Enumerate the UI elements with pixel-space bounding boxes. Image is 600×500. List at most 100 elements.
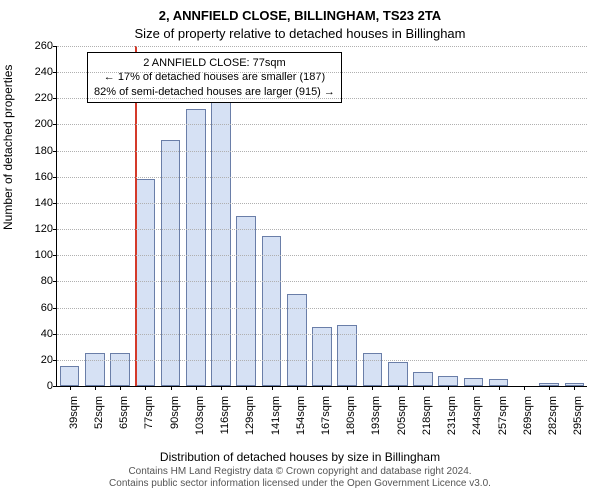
x-tick-label: 180sqm <box>345 396 357 435</box>
x-tick <box>196 386 197 390</box>
x-tick-label: 295sqm <box>572 396 584 435</box>
gridline <box>57 72 587 73</box>
x-tick <box>120 386 121 390</box>
annotation-line3: 82% of semi-detached houses are larger (… <box>94 85 335 99</box>
x-tick <box>297 386 298 390</box>
x-tick-label: 116sqm <box>219 396 231 434</box>
bar <box>60 366 80 386</box>
x-tick-label: 257sqm <box>497 396 509 435</box>
annotation-line1: 2 ANNFIELD CLOSE: 77sqm <box>94 56 335 70</box>
gridline <box>57 98 587 99</box>
copyright-line2: Contains public sector information licen… <box>109 478 491 489</box>
x-tick-label: 90sqm <box>169 396 181 429</box>
bar <box>363 353 383 386</box>
x-tick <box>171 386 172 390</box>
x-tick-label: 269sqm <box>522 396 534 435</box>
x-tick <box>347 386 348 390</box>
x-tick <box>473 386 474 390</box>
y-tick-label: 120 <box>25 223 53 235</box>
y-tick-label: 220 <box>25 92 53 104</box>
x-tick-label: 231sqm <box>446 396 458 435</box>
y-tick <box>53 281 57 282</box>
bar <box>464 378 484 386</box>
y-tick-label: 0 <box>25 380 53 392</box>
x-tick-label: 205sqm <box>396 396 408 435</box>
y-tick-label: 40 <box>25 328 53 340</box>
x-tick-label: 218sqm <box>421 396 433 435</box>
y-tick-label: 80 <box>25 275 53 287</box>
x-tick <box>145 386 146 390</box>
x-tick <box>322 386 323 390</box>
bar <box>413 372 433 386</box>
gridline <box>57 229 587 230</box>
gridline <box>57 308 587 309</box>
bar <box>135 179 155 386</box>
x-tick <box>95 386 96 390</box>
y-tick <box>53 255 57 256</box>
y-tick <box>53 72 57 73</box>
gridline <box>57 334 587 335</box>
bar <box>312 327 332 386</box>
gridline <box>57 281 587 282</box>
x-tick <box>448 386 449 390</box>
y-tick <box>53 177 57 178</box>
chart-title-line1: 2, ANNFIELD CLOSE, BILLINGHAM, TS23 2TA <box>0 8 600 23</box>
y-tick-label: 160 <box>25 171 53 183</box>
y-tick-label: 20 <box>25 354 53 366</box>
gridline <box>57 203 587 204</box>
x-tick <box>524 386 525 390</box>
x-tick <box>70 386 71 390</box>
y-tick <box>53 334 57 335</box>
x-tick-label: 193sqm <box>370 396 382 435</box>
x-tick <box>398 386 399 390</box>
y-tick <box>53 98 57 99</box>
bar <box>438 376 458 386</box>
x-tick-label: 52sqm <box>93 396 105 429</box>
y-tick <box>53 124 57 125</box>
x-tick <box>372 386 373 390</box>
y-tick-label: 180 <box>25 145 53 157</box>
y-tick-label: 240 <box>25 66 53 78</box>
gridline <box>57 124 587 125</box>
x-tick-label: 244sqm <box>471 396 483 435</box>
x-tick-label: 65sqm <box>118 396 130 429</box>
gridline <box>57 46 587 47</box>
x-tick <box>549 386 550 390</box>
y-tick <box>53 360 57 361</box>
chart-container: 2, ANNFIELD CLOSE, BILLINGHAM, TS23 2TA … <box>0 0 600 500</box>
gridline <box>57 151 587 152</box>
bar <box>110 353 130 386</box>
y-tick-label: 140 <box>25 197 53 209</box>
x-tick <box>246 386 247 390</box>
x-tick-label: 141sqm <box>270 396 282 435</box>
x-axis-label: Distribution of detached houses by size … <box>0 450 600 464</box>
plot-area: 2 ANNFIELD CLOSE: 77sqm ← 17% of detache… <box>56 46 587 387</box>
x-tick-label: 77sqm <box>143 396 155 429</box>
bar <box>262 236 282 386</box>
x-tick <box>499 386 500 390</box>
y-tick <box>53 308 57 309</box>
copyright-text: Contains HM Land Registry data © Crown c… <box>0 466 600 490</box>
x-tick <box>221 386 222 390</box>
y-tick-label: 260 <box>25 40 53 52</box>
x-tick-label: 282sqm <box>547 396 559 435</box>
y-tick-label: 60 <box>25 302 53 314</box>
copyright-line1: Contains HM Land Registry data © Crown c… <box>128 466 471 477</box>
bar <box>211 101 231 386</box>
chart-title-line2: Size of property relative to detached ho… <box>0 26 600 41</box>
x-tick-label: 167sqm <box>320 396 332 435</box>
bar <box>85 353 105 386</box>
y-tick <box>53 229 57 230</box>
gridline <box>57 177 587 178</box>
y-tick <box>53 151 57 152</box>
y-tick <box>53 386 57 387</box>
x-tick <box>272 386 273 390</box>
y-tick-label: 100 <box>25 249 53 261</box>
x-tick <box>423 386 424 390</box>
x-tick-label: 129sqm <box>244 396 256 435</box>
bar <box>388 362 408 386</box>
y-tick <box>53 46 57 47</box>
y-tick-label: 200 <box>25 118 53 130</box>
x-tick <box>574 386 575 390</box>
x-tick-label: 103sqm <box>194 396 206 435</box>
